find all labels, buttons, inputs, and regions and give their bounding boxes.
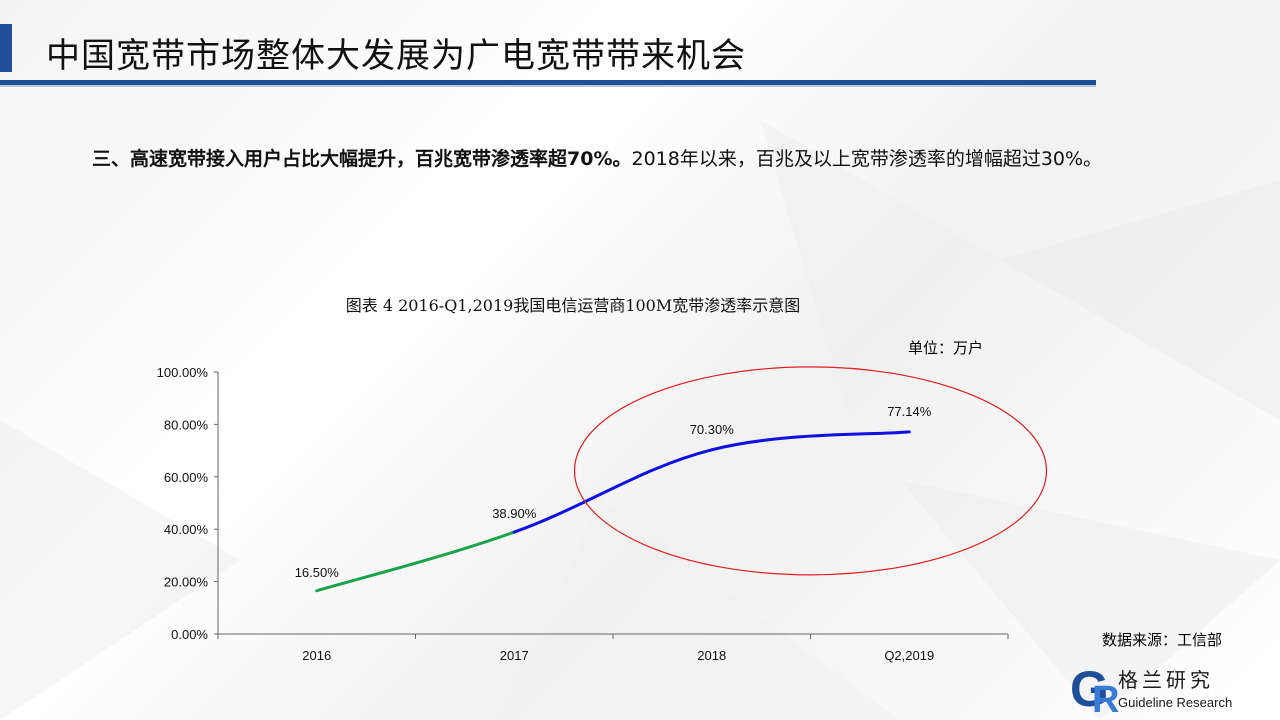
y-tick-label: 60.00%	[164, 470, 209, 485]
data-source: 数据来源：工信部	[1102, 631, 1223, 649]
highlight-ellipse	[573, 366, 1048, 576]
y-tick-label: 80.00%	[164, 417, 209, 432]
data-label: 77.14%	[887, 404, 932, 419]
summary-bold: 三、高速宽带接入用户占比大幅提升，百兆宽带渗透率超70%。	[92, 148, 632, 170]
title-accent-bar	[0, 24, 12, 72]
series-line-segment	[710, 430, 911, 452]
x-tick-label: 2017	[500, 648, 529, 663]
y-tick-label: 0.00%	[171, 627, 208, 642]
y-tick-label: 40.00%	[164, 522, 209, 537]
figure-caption: 图表 4 2016-Q1,2019我国电信运营商100M宽带渗透率示意图	[345, 296, 801, 315]
data-label: 70.30%	[690, 422, 735, 437]
x-tick-label: 2016	[302, 648, 331, 663]
page-title: 中国宽带市场整体大发展为广电宽带带来机会	[46, 36, 746, 76]
x-tick-label: Q2,2019	[884, 648, 934, 663]
summary-normal: 2018年以来，百兆及以上宽带渗透率的增幅超过30%。	[631, 148, 1103, 170]
y-tick-label: 100.00%	[157, 365, 209, 380]
data-label: 38.90%	[492, 506, 537, 521]
x-tick-label: 2018	[697, 648, 726, 663]
logo-mark-g: G	[1070, 661, 1109, 716]
guideline-research-logo: G R	[1070, 661, 1119, 716]
title-underline	[0, 80, 1096, 85]
y-tick-label: 20.00%	[164, 575, 209, 590]
series-line-segment	[315, 530, 516, 593]
logo-subtitle: Guideline Research	[1118, 695, 1233, 710]
logo-mark-r: R	[1092, 679, 1119, 716]
data-label: 16.50%	[295, 565, 340, 580]
title-underline-shadow	[0, 85, 1096, 87]
series-line-segment	[512, 448, 714, 534]
summary-paragraph: 三、高速宽带接入用户占比大幅提升，百兆宽带渗透率超70%。2018年以来，百兆及…	[46, 142, 1216, 176]
logo-name: 格兰研究	[1118, 668, 1214, 692]
unit-label: 单位：万户	[908, 339, 984, 357]
